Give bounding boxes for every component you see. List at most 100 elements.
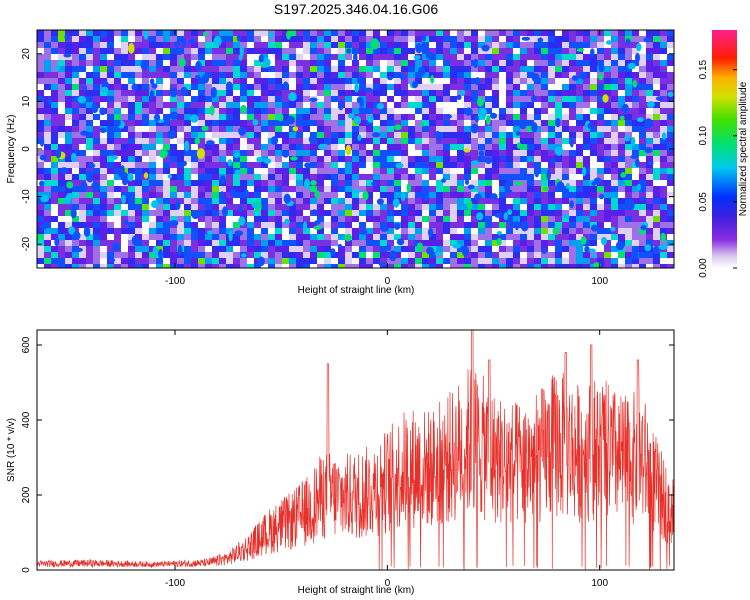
heatmap-blob: [258, 54, 264, 63]
heatmap-cell: [345, 174, 352, 180]
heatmap-cell: [457, 252, 464, 258]
heatmap-cell: [296, 54, 303, 60]
heatmap-cell: [142, 150, 149, 156]
heatmap-cell: [107, 42, 114, 48]
heatmap-cell: [254, 252, 261, 258]
heatmap-cell: [443, 72, 450, 78]
heatmap-cell: [520, 132, 527, 138]
heatmap-cell: [233, 240, 240, 246]
heatmap-blob: [415, 43, 423, 54]
heatmap-cell: [534, 252, 541, 258]
heatmap-cell: [100, 66, 107, 72]
heatmap-blob: [158, 248, 163, 260]
heatmap-cell: [324, 144, 331, 150]
heatmap-cell: [135, 96, 142, 102]
heatmap-blob: [257, 256, 265, 267]
heatmap-cell: [492, 168, 499, 174]
heatmap-cell: [296, 114, 303, 120]
heatmap-cell: [667, 54, 674, 60]
heatmap-cell: [660, 120, 667, 126]
heatmap-cell: [555, 114, 562, 120]
heatmap-cell: [527, 156, 534, 162]
heatmap-cell: [366, 252, 373, 258]
heatmap-cell: [499, 258, 506, 264]
heatmap-cell: [275, 72, 282, 78]
heatmap-cell: [373, 210, 380, 216]
heatmap-cell: [247, 168, 254, 174]
heatmap-cell: [86, 156, 93, 162]
heatmap-cell: [555, 48, 562, 54]
heatmap-cell: [394, 36, 401, 42]
heatmap-cell: [352, 168, 359, 174]
heatmap-cell: [142, 228, 149, 234]
heatmap-cell: [653, 78, 660, 84]
heatmap-cell: [443, 174, 450, 180]
heatmap-cell: [72, 72, 79, 78]
heatmap-cell: [37, 30, 44, 36]
heatmap-cell: [107, 60, 114, 66]
heatmap-cell: [646, 108, 653, 114]
heatmap-cell: [296, 120, 303, 126]
heatmap-cell: [408, 54, 415, 60]
heatmap-cell: [331, 258, 338, 264]
heatmap-cell: [590, 60, 597, 66]
heatmap-cell: [205, 54, 212, 60]
heatmap-cell: [289, 234, 296, 240]
heatmap-cell: [618, 132, 625, 138]
heatmap-cell: [611, 102, 618, 108]
heatmap-cell: [163, 30, 170, 36]
heatmap-cell: [128, 258, 135, 264]
heatmap-cell: [156, 264, 163, 268]
heatmap-cell: [163, 186, 170, 192]
heatmap-cell: [345, 246, 352, 252]
heatmap-cell: [513, 114, 520, 120]
heatmap-cell: [429, 90, 436, 96]
heatmap-cell: [247, 138, 254, 144]
heatmap-cell: [65, 102, 72, 108]
heatmap-cell: [275, 96, 282, 102]
heatmap-blob: [569, 136, 574, 148]
heatmap-cell: [408, 102, 415, 108]
heatmap-cell: [429, 186, 436, 192]
heatmap-blob: [157, 62, 162, 69]
heatmap-cell: [226, 150, 233, 156]
heatmap-cell: [324, 48, 331, 54]
heatmap-cell: [317, 186, 324, 192]
heatmap-cell: [506, 126, 513, 132]
heatmap-blob: [149, 89, 155, 99]
heatmap-cell: [457, 102, 464, 108]
heatmap-cell: [632, 102, 639, 108]
heatmap-blob: [620, 172, 626, 178]
heatmap-cell: [219, 222, 226, 228]
heatmap-cell: [576, 162, 583, 168]
heatmap-cell: [338, 162, 345, 168]
heatmap-cell: [492, 42, 499, 48]
heatmap-cell: [135, 42, 142, 48]
heatmap-cell: [604, 90, 611, 96]
heatmap-cell: [205, 168, 212, 174]
heatmap-cell: [618, 42, 625, 48]
heatmap-cell: [513, 84, 520, 90]
heatmap-cell: [261, 168, 268, 174]
heatmap-cell: [352, 258, 359, 264]
heatmap-cell: [163, 180, 170, 186]
heatmap-cell: [366, 162, 373, 168]
heatmap-cell: [86, 222, 93, 228]
heatmap-cell: [184, 114, 191, 120]
heatmap-cell: [429, 150, 436, 156]
heatmap-cell: [569, 42, 576, 48]
heatmap-cell: [667, 36, 674, 42]
heatmap-cell: [639, 90, 646, 96]
heatmap-cell: [240, 234, 247, 240]
heatmap-cell: [128, 162, 135, 168]
heatmap-cell: [142, 240, 149, 246]
heatmap-cell: [520, 144, 527, 150]
heatmap-cell: [457, 114, 464, 120]
heatmap-cell: [345, 102, 352, 108]
heatmap-cell: [366, 180, 373, 186]
heatmap-blobs: [39, 29, 674, 268]
heatmap-blob: [177, 244, 183, 256]
heatmap-cell: [373, 168, 380, 174]
heatmap-cell: [387, 132, 394, 138]
heatmap-cell: [548, 108, 555, 114]
